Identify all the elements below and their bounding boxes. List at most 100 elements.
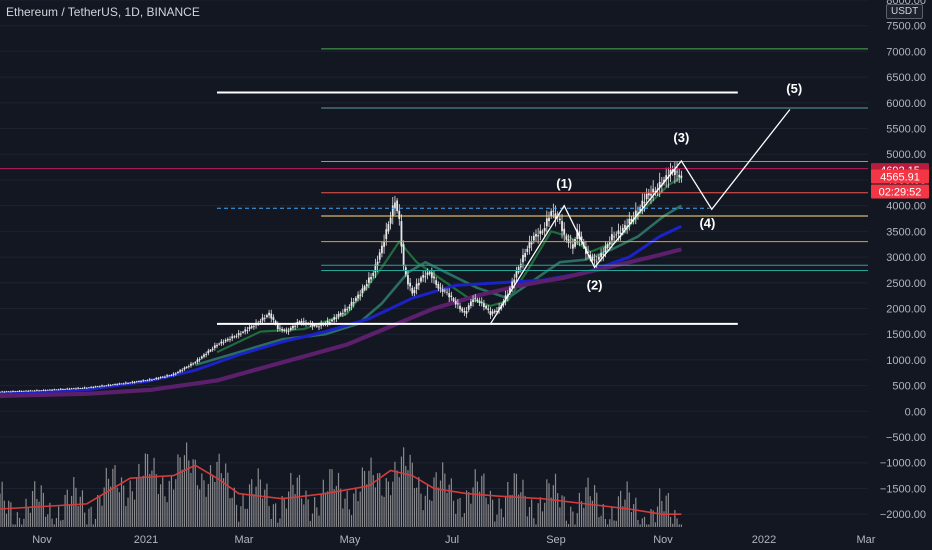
candle-body bbox=[676, 171, 678, 173]
candle-body bbox=[311, 324, 314, 327]
candle-body bbox=[543, 227, 546, 232]
candle-body bbox=[402, 244, 405, 267]
y-axis-tick-label: 5500.00 bbox=[886, 124, 926, 136]
candle-body bbox=[242, 331, 244, 333]
candle-body bbox=[64, 388, 66, 390]
candle-body bbox=[567, 239, 570, 243]
candle-body bbox=[174, 373, 177, 375]
candle-body bbox=[357, 294, 359, 299]
candle-body bbox=[337, 314, 340, 317]
candle-body bbox=[252, 326, 255, 328]
candle-body bbox=[535, 233, 537, 237]
y-axis-tick-label: −500.00 bbox=[886, 432, 926, 444]
candle-body bbox=[619, 232, 622, 234]
candle-body bbox=[279, 327, 281, 329]
candle-body bbox=[248, 327, 251, 330]
candle-body bbox=[187, 366, 190, 367]
candle-body bbox=[285, 330, 288, 332]
candle-body bbox=[9, 391, 12, 393]
candle-body bbox=[463, 311, 466, 313]
candle-body bbox=[38, 390, 40, 392]
candle-body bbox=[385, 229, 388, 240]
candle-body bbox=[491, 311, 494, 314]
candle-body bbox=[333, 317, 336, 320]
y-axis-tick-label: 1000.00 bbox=[886, 355, 926, 367]
candle-body bbox=[383, 241, 385, 247]
candle-body bbox=[645, 193, 648, 200]
wave-label: (4) bbox=[699, 215, 715, 230]
candle-body bbox=[263, 318, 266, 319]
candle-body bbox=[118, 383, 121, 385]
candle-body bbox=[391, 205, 394, 216]
candle-body bbox=[35, 390, 38, 391]
candle-body bbox=[613, 236, 616, 238]
wave-label: (2) bbox=[587, 277, 603, 292]
candle-body bbox=[289, 327, 292, 330]
candle-body bbox=[107, 384, 110, 386]
y-axis-tick-label: 6000.00 bbox=[886, 98, 926, 110]
price-tag-label: 02:29:52 bbox=[879, 187, 922, 199]
candle-body bbox=[485, 305, 487, 309]
candle-body bbox=[318, 326, 320, 328]
currency-badge[interactable]: USDT bbox=[886, 4, 924, 19]
candle-body bbox=[57, 389, 60, 391]
candle-body bbox=[469, 301, 472, 306]
candle-body bbox=[51, 389, 53, 391]
candle-body bbox=[548, 217, 550, 222]
candle-body bbox=[133, 382, 136, 384]
candle-body bbox=[25, 390, 27, 392]
candle-body bbox=[146, 380, 149, 382]
candle-body bbox=[135, 381, 138, 383]
candle-body bbox=[639, 207, 642, 211]
candle-body bbox=[424, 276, 427, 278]
candle-body bbox=[183, 367, 186, 370]
candle-body bbox=[522, 254, 524, 263]
candle-body bbox=[192, 363, 195, 365]
candle-body bbox=[532, 235, 535, 241]
candle-body bbox=[591, 257, 594, 261]
y-axis-tick-label: 3000.00 bbox=[886, 252, 926, 264]
candle-body bbox=[268, 312, 270, 316]
price-tag-background bbox=[871, 184, 929, 199]
candle-body bbox=[18, 390, 21, 392]
candle-body bbox=[281, 328, 283, 331]
candle-body bbox=[476, 299, 479, 302]
price-tag-label: 4565.91 bbox=[880, 172, 920, 184]
x-axis-tick-label: 2021 bbox=[134, 534, 158, 546]
candle-body bbox=[368, 277, 370, 283]
candle-body bbox=[435, 280, 438, 285]
candle-body bbox=[413, 290, 416, 294]
wave-label: (3) bbox=[673, 130, 689, 145]
candle-body bbox=[433, 276, 435, 279]
elliott-wave-path bbox=[489, 109, 791, 325]
candle-body bbox=[81, 388, 84, 389]
candle-body bbox=[615, 234, 618, 236]
candle-body bbox=[539, 230, 542, 234]
candle-body bbox=[411, 287, 414, 294]
candle-body bbox=[313, 325, 316, 326]
candle-body bbox=[220, 341, 223, 344]
candle-body bbox=[120, 383, 123, 385]
candle-body bbox=[276, 324, 279, 329]
candle-body bbox=[181, 369, 184, 371]
y-axis-tick-label: 2000.00 bbox=[886, 303, 926, 315]
candle-body bbox=[673, 169, 676, 176]
candle-body bbox=[70, 388, 73, 390]
candle-body bbox=[0, 391, 1, 393]
candle-body bbox=[159, 377, 162, 378]
candle-body bbox=[370, 276, 372, 280]
candle-body bbox=[250, 326, 253, 328]
candle-body bbox=[33, 390, 36, 392]
chart-title: Ethereum / TetherUS, 1D, BINANCE bbox=[6, 5, 200, 19]
y-axis-tick-label: 7500.00 bbox=[886, 21, 926, 33]
candle-body bbox=[561, 221, 563, 232]
candle-body bbox=[190, 363, 192, 366]
candle-body bbox=[407, 275, 409, 285]
candle-body bbox=[621, 227, 624, 232]
y-axis-tick-label: 7000.00 bbox=[886, 46, 926, 58]
candle-body bbox=[166, 375, 168, 377]
candle-body bbox=[678, 174, 681, 178]
price-tag-background bbox=[871, 169, 929, 184]
candle-body bbox=[20, 391, 23, 392]
